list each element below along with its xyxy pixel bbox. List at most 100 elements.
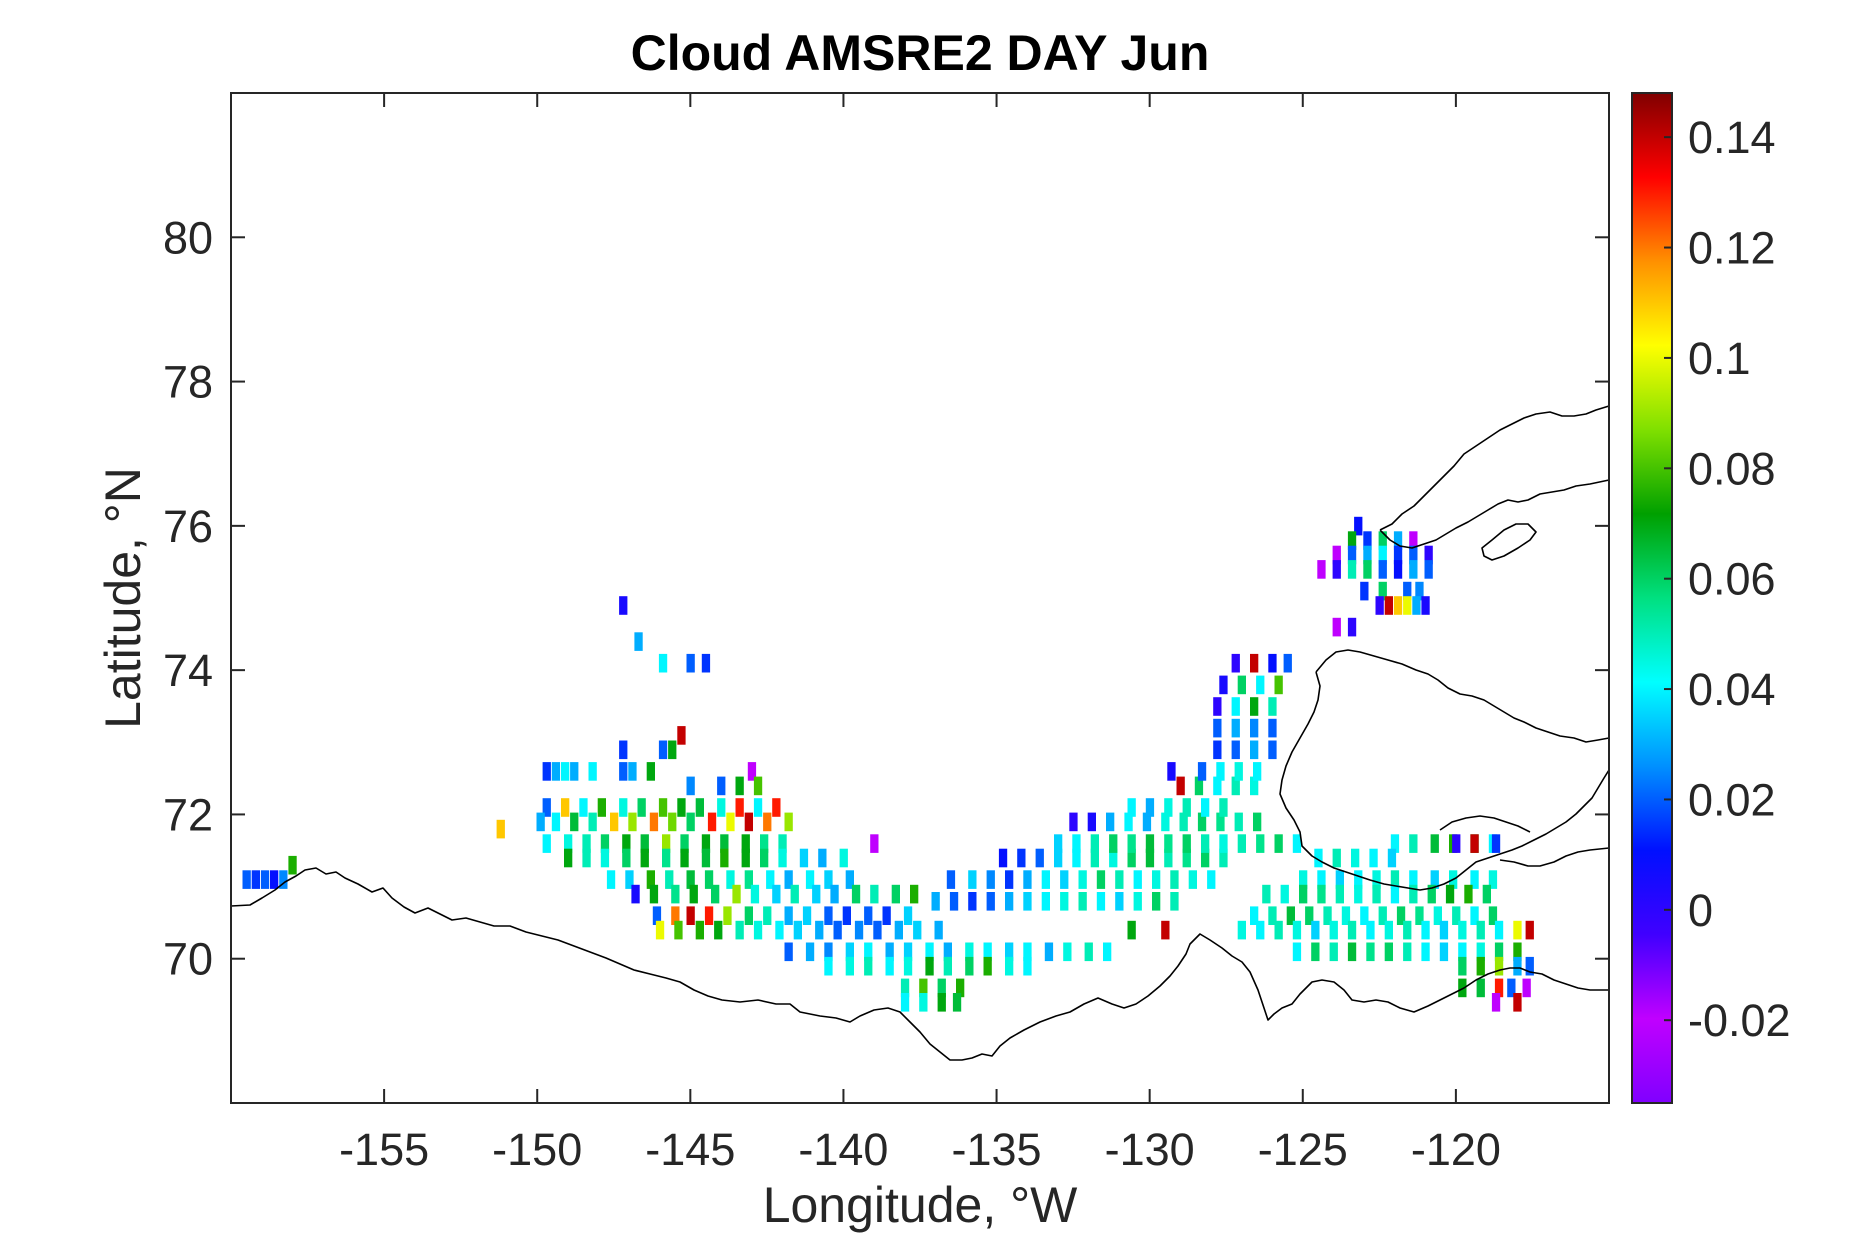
heatmap-cell xyxy=(744,812,753,832)
heatmap-cell xyxy=(1292,942,1302,962)
heatmap-cell xyxy=(1317,870,1326,889)
heatmap-cell xyxy=(1378,560,1387,579)
heatmap-cell xyxy=(845,956,854,976)
heatmap-cell xyxy=(1433,906,1442,925)
heatmap-cell xyxy=(1335,884,1344,904)
heatmap-cell xyxy=(1268,697,1277,716)
heatmap-cell xyxy=(805,942,815,962)
heatmap-cell xyxy=(1023,892,1032,911)
heatmap-cell xyxy=(561,762,570,781)
heatmap-cell xyxy=(1060,870,1069,889)
heatmap-cell xyxy=(1476,978,1485,998)
heatmap-cell xyxy=(1452,906,1461,925)
heatmap-cell xyxy=(952,993,962,1012)
heatmap-cell xyxy=(1366,942,1375,962)
heatmap-cell xyxy=(720,834,729,853)
heatmap-cell xyxy=(1409,560,1418,579)
heatmap-cell xyxy=(1274,834,1283,853)
heatmap-cell xyxy=(686,653,695,673)
heatmap-cell xyxy=(1424,560,1433,579)
heatmap-cell xyxy=(1201,834,1210,853)
heatmap-cell xyxy=(579,798,588,817)
heatmap-cell xyxy=(597,798,606,817)
heatmap-cell xyxy=(1084,942,1093,962)
heatmap-cell xyxy=(668,812,677,832)
heatmap-cell xyxy=(998,848,1008,868)
heatmap-cell xyxy=(1250,906,1259,925)
heatmap-cell xyxy=(946,870,956,889)
heatmap-cell xyxy=(775,920,784,940)
heatmap-cell xyxy=(812,884,821,904)
heatmap-cell xyxy=(799,848,809,868)
heatmap-cell xyxy=(655,920,665,940)
heatmap-cell xyxy=(671,884,680,904)
heatmap-cell xyxy=(778,834,787,853)
heatmap-cell xyxy=(1458,956,1467,976)
heatmap-cell xyxy=(1363,531,1372,550)
heatmap-cell xyxy=(1237,675,1246,695)
heatmap-cell xyxy=(1250,740,1259,760)
heatmap-cell xyxy=(1335,870,1344,889)
heatmap-cell xyxy=(965,956,974,976)
y-tick-label: 74 xyxy=(163,645,213,696)
heatmap-cell xyxy=(1115,892,1124,911)
heatmap-cell xyxy=(1237,834,1246,853)
heatmap-cell xyxy=(582,848,591,868)
heatmap-cell xyxy=(1378,545,1387,565)
heatmap-cell xyxy=(686,906,695,925)
heatmap-cell xyxy=(1513,920,1522,940)
heatmap-cell xyxy=(1372,870,1381,889)
colorbar-tick-label: 0.06 xyxy=(1688,554,1776,605)
x-tick-label: -120 xyxy=(1411,1124,1501,1175)
heatmap-cell xyxy=(1378,531,1387,550)
heatmap-cell xyxy=(1390,834,1400,853)
heatmap-cell xyxy=(1347,531,1357,550)
heatmap-cell xyxy=(937,978,946,998)
heatmap-cell xyxy=(536,812,545,832)
heatmap-cell xyxy=(582,834,591,853)
x-tick-label: -130 xyxy=(1105,1124,1195,1175)
heatmap-cell xyxy=(1090,848,1099,868)
heatmap-cell xyxy=(864,942,873,962)
heatmap-cell xyxy=(1213,697,1222,716)
heatmap-cell xyxy=(496,819,505,839)
heatmap-cell xyxy=(1488,870,1498,889)
heatmap-cell xyxy=(1488,906,1498,925)
heatmap-cell xyxy=(1283,653,1292,673)
y-axis-label: Latitude, °N xyxy=(95,467,151,729)
heatmap-cell xyxy=(1458,978,1467,998)
heatmap-cell xyxy=(662,834,671,853)
heatmap-cells xyxy=(242,516,1534,1012)
heatmap-cell xyxy=(1360,906,1369,925)
heatmap-cell xyxy=(1347,560,1357,579)
heatmap-cell xyxy=(1041,870,1050,889)
heatmap-cell xyxy=(686,776,695,796)
heatmap-cell xyxy=(885,942,894,962)
heatmap-cell xyxy=(1360,581,1369,601)
heatmap-cell xyxy=(925,942,934,962)
heatmap-cell xyxy=(1513,956,1522,976)
heatmap-cell xyxy=(903,956,913,976)
heatmap-cell xyxy=(551,762,561,781)
heatmap-cell xyxy=(1323,906,1332,925)
heatmap-cell xyxy=(1145,848,1155,868)
heatmap-cell xyxy=(1078,892,1087,911)
x-tick-label: -125 xyxy=(1258,1124,1348,1175)
heatmap-cell xyxy=(790,884,799,904)
heatmap-cell xyxy=(1161,920,1170,940)
heatmap-cell xyxy=(1424,545,1433,565)
heatmap-cell xyxy=(1393,531,1403,550)
heatmap-cell xyxy=(1219,675,1228,695)
heatmap-cell xyxy=(1164,848,1173,868)
y-tick-label: 80 xyxy=(163,212,213,263)
heatmap-cell xyxy=(1054,848,1063,868)
heatmap-cell xyxy=(1525,920,1534,940)
x-tick-label: -150 xyxy=(492,1124,582,1175)
heatmap-cell xyxy=(1332,848,1341,868)
heatmap-cell xyxy=(1005,956,1014,976)
heatmap-cell xyxy=(1439,920,1449,940)
heatmap-cell xyxy=(1366,920,1375,940)
heatmap-cell xyxy=(680,848,689,868)
heatmap-cell xyxy=(1219,848,1228,868)
